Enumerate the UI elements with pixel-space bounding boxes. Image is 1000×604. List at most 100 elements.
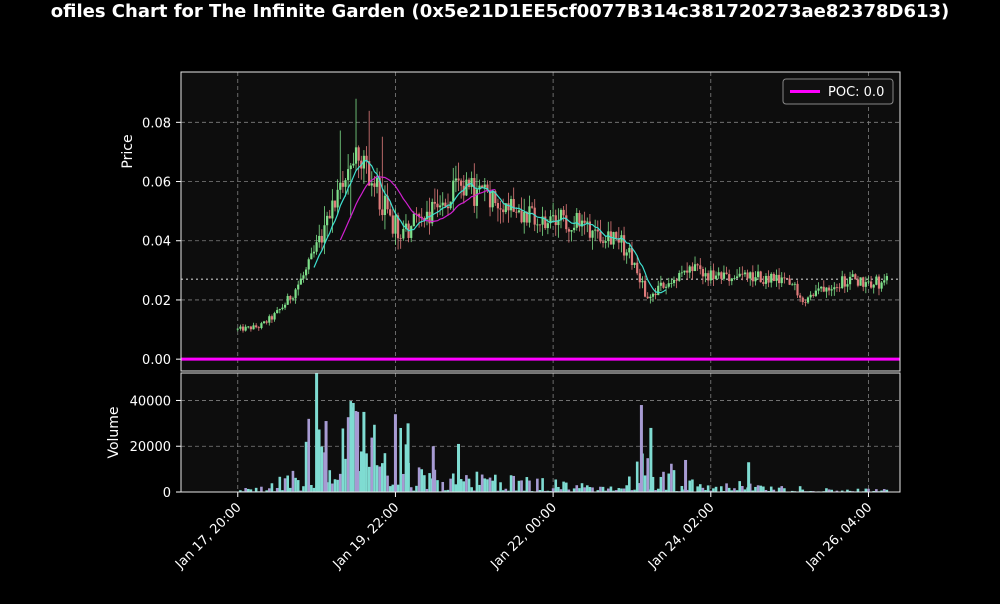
- volume-bar: [499, 482, 502, 492]
- volume-bar: [733, 488, 736, 492]
- candle-body: [244, 326, 247, 331]
- candle-body: [289, 295, 292, 300]
- candle-body: [549, 216, 552, 224]
- candle-body: [749, 272, 752, 279]
- candle-body: [557, 220, 560, 226]
- volume-bar: [759, 485, 763, 492]
- volume-bar: [638, 483, 642, 492]
- volume-bar: [462, 481, 466, 492]
- volume-bar: [546, 490, 550, 492]
- volume-bar: [352, 402, 355, 492]
- volume-bar: [730, 490, 734, 492]
- candle-body: [494, 191, 497, 204]
- volume-bar: [846, 489, 849, 492]
- volume-bar: [359, 451, 363, 492]
- volume-bar: [491, 480, 494, 492]
- x-tick-label: Jan 17, 20:00: [172, 500, 244, 572]
- candle-body: [370, 183, 373, 186]
- volume-bar: [880, 490, 883, 492]
- candle-body: [436, 203, 439, 208]
- volume-bar: [507, 490, 510, 492]
- candle-body: [717, 272, 720, 276]
- candle-body: [386, 195, 389, 210]
- candle-body: [670, 283, 673, 284]
- candle-body: [615, 232, 618, 239]
- volume-bar: [714, 486, 718, 492]
- candle-body: [262, 321, 266, 324]
- candle-body: [869, 281, 873, 288]
- volume-bar: [567, 489, 571, 492]
- candle-body: [565, 215, 568, 230]
- volume-bar: [270, 483, 274, 492]
- volume-bar: [599, 486, 602, 492]
- volume-bar: [840, 490, 844, 492]
- candle-body: [791, 284, 794, 286]
- candle-body: [599, 231, 602, 242]
- volume-bar: [402, 473, 405, 492]
- candle-body: [315, 242, 318, 252]
- candle-body: [333, 200, 337, 208]
- volume-bar: [275, 487, 279, 492]
- volume-bar: [312, 487, 316, 492]
- candle-body: [326, 215, 329, 226]
- volume-bar: [525, 477, 529, 492]
- candle-body: [265, 321, 268, 323]
- candle-body: [536, 224, 539, 226]
- volume-bar: [465, 475, 468, 492]
- candle-body: [291, 298, 295, 300]
- volume-bar: [536, 478, 539, 492]
- candle-body: [368, 161, 371, 186]
- volume-bar: [830, 489, 833, 492]
- volume-bar: [478, 484, 481, 492]
- candle-body: [643, 280, 647, 297]
- candle-body: [743, 272, 747, 275]
- candle-body: [239, 326, 242, 329]
- candle-body: [778, 274, 781, 284]
- candle-body: [864, 282, 867, 287]
- volume-bar: [727, 487, 731, 492]
- candle-body: [391, 215, 394, 234]
- candle-body: [625, 252, 628, 256]
- candle-body: [433, 201, 436, 204]
- volume-bar: [296, 480, 300, 492]
- candle-body: [762, 282, 765, 284]
- volume-bar: [756, 485, 760, 492]
- candle-body: [470, 178, 473, 188]
- candle-body: [530, 206, 534, 208]
- candle-body: [746, 272, 749, 279]
- candle-body: [257, 327, 260, 329]
- volume-bar: [239, 490, 242, 492]
- candle-body: [299, 278, 302, 285]
- volume-bar: [633, 489, 636, 492]
- candle-body: [833, 287, 836, 290]
- candle-body: [735, 276, 739, 279]
- candle-body: [675, 279, 678, 281]
- candle-body: [691, 266, 694, 272]
- volume-bar: [680, 485, 684, 492]
- candle-body: [428, 211, 431, 224]
- volume-bar: [720, 486, 723, 492]
- volume-bar: [444, 490, 447, 492]
- volume-bar: [409, 487, 413, 492]
- volume-bar: [509, 475, 513, 492]
- volume-bar: [344, 458, 347, 492]
- candle-body: [554, 215, 557, 226]
- candle-body: [659, 282, 662, 286]
- candle-body: [423, 217, 426, 220]
- candle-body: [396, 215, 400, 239]
- volume-bar: [341, 428, 345, 492]
- candle-body: [720, 272, 723, 279]
- candle-body: [276, 310, 279, 314]
- candle-body: [796, 283, 799, 296]
- candle-body: [354, 147, 358, 164]
- volume-bar: [825, 488, 828, 492]
- candle-body: [444, 202, 447, 207]
- volume-bar: [856, 488, 860, 492]
- x-tick-label: Jan 19, 22:00: [330, 500, 402, 572]
- volume-bar: [396, 484, 400, 492]
- volume-bar: [493, 474, 497, 492]
- candle-body: [722, 272, 726, 279]
- volume-bar: [520, 480, 523, 492]
- volume-bar: [320, 446, 324, 492]
- candle-body: [383, 195, 387, 216]
